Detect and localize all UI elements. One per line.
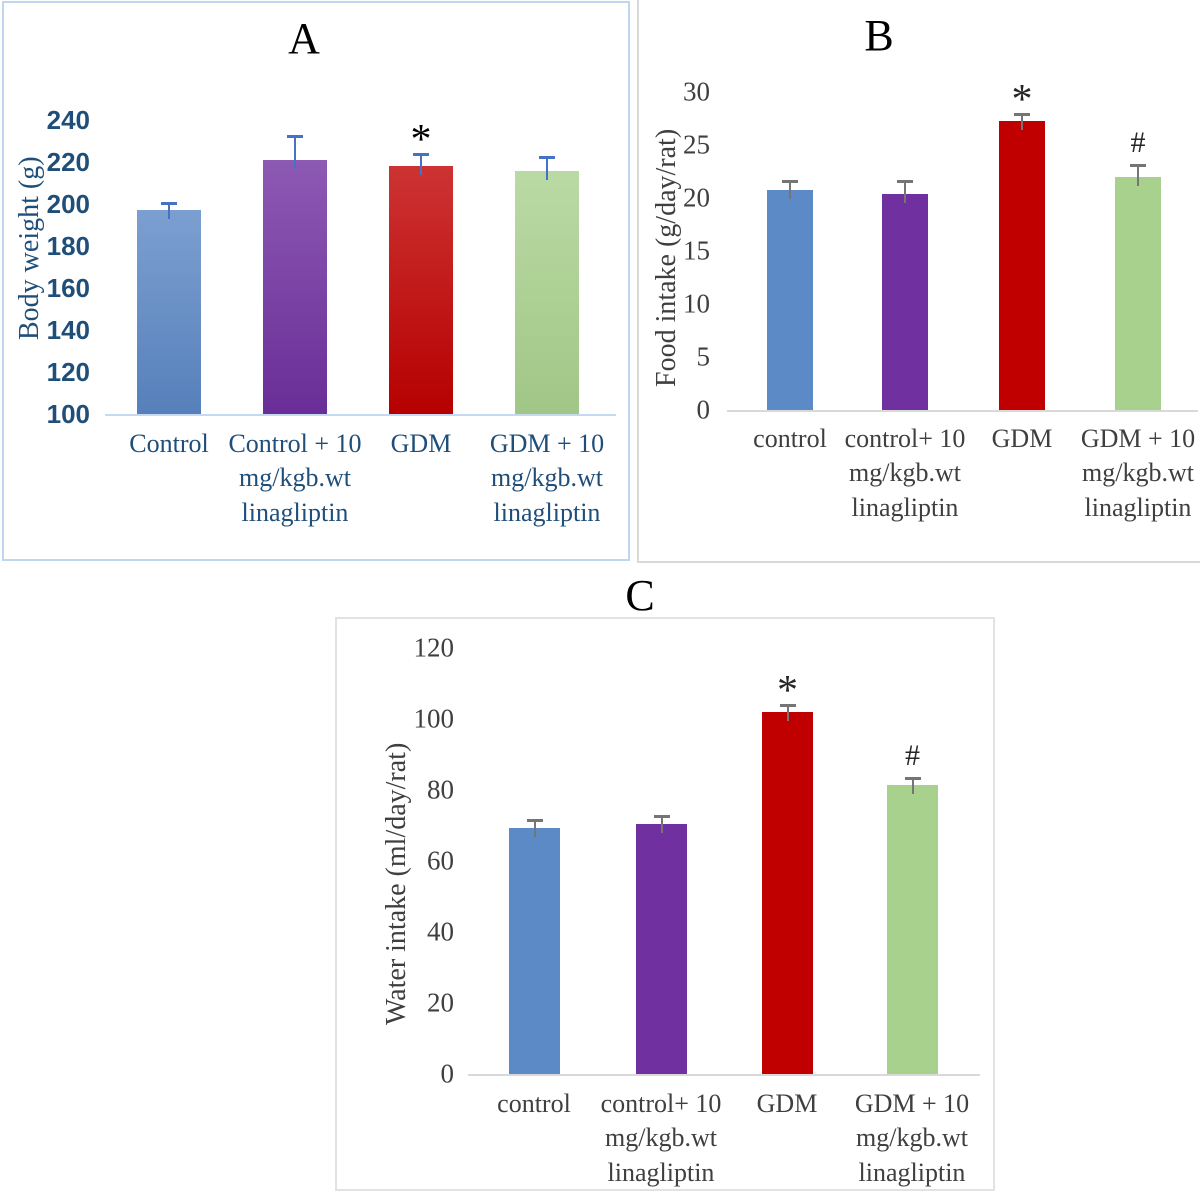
x-category-label: GDM — [756, 1089, 818, 1118]
y-tick-label: 60 — [427, 845, 454, 876]
x-category-label: control+ 10 mg/kgb.wt linagliptin — [600, 1089, 722, 1187]
error-bar-cap — [779, 703, 796, 707]
x-category-label: control — [753, 424, 827, 453]
y-tick-label: 20 — [427, 987, 454, 1018]
y-tick-label: 80 — [427, 774, 454, 805]
error-bar — [789, 182, 791, 199]
data-bar — [999, 120, 1045, 410]
significance-marker: # — [1130, 126, 1146, 160]
significance-marker: * — [410, 116, 432, 163]
panel-b-food-intake: B Food intake (g/day/rat) 0 5 10 15 20 25 30 *… — [637, 0, 1200, 563]
chart-a-title: A — [288, 14, 320, 63]
data-bar — [263, 159, 327, 414]
y-tick-label: 160 — [46, 273, 90, 303]
chart-b-plot-area: * # — [727, 79, 1198, 412]
y-tick-label: 10 — [683, 288, 710, 319]
y-tick-label: 180 — [46, 231, 90, 261]
y-tick-label: 40 — [427, 916, 454, 947]
y-tick-label: 100 — [46, 399, 90, 429]
data-bar — [1115, 176, 1161, 410]
error-bar — [533, 820, 536, 837]
x-category-label: GDM + 10 mg/kgb.wt linagliptin — [854, 1089, 970, 1187]
error-bar — [660, 816, 663, 834]
significance-marker: * — [777, 667, 798, 714]
error-bar — [904, 182, 906, 203]
data-bar — [882, 193, 928, 410]
error-bar — [546, 157, 548, 181]
y-tick-label: 30 — [683, 76, 710, 107]
error-bar-cap — [539, 155, 555, 159]
error-bar — [786, 705, 789, 721]
error-bar — [911, 779, 914, 794]
error-bar — [1137, 166, 1139, 186]
chart-a-x-axis-line — [105, 414, 616, 416]
y-tick-label: 220 — [46, 147, 90, 177]
chart-b-y-axis-ticks: 0 5 10 15 20 25 30 — [644, 78, 711, 423]
data-bar — [509, 828, 560, 1074]
error-bar — [1021, 115, 1023, 130]
y-tick-label: 25 — [683, 129, 710, 160]
y-tick-label: 240 — [46, 105, 90, 135]
data-bar — [887, 784, 938, 1074]
data-bar — [636, 824, 687, 1074]
chart-b-title: B — [864, 11, 894, 60]
significance-marker: * — [1011, 77, 1033, 124]
y-tick-label: 0 — [440, 1058, 455, 1089]
panel-c-water-intake: Water intake (ml/day/rat) 0 20 40 60 80 100 12… — [335, 617, 995, 1191]
error-bar-cap — [653, 814, 670, 818]
y-tick-label: 5 — [696, 341, 711, 372]
x-category-label: GDM — [991, 424, 1053, 453]
data-bar — [137, 210, 201, 414]
x-category-label: control+ 10 mg/kgb.wt linagliptin — [844, 424, 966, 522]
chart-a-plot-area: * — [105, 116, 616, 416]
x-category-label: GDM + 10 mg/kgb.wt linagliptin — [489, 429, 605, 527]
data-bar — [389, 166, 453, 414]
x-category-label: Control — [129, 429, 209, 458]
error-bar — [420, 154, 422, 176]
y-tick-label: 200 — [46, 189, 90, 219]
error-bar-cap — [1014, 113, 1030, 117]
error-bar-cap — [161, 202, 177, 205]
error-bar-cap — [413, 152, 429, 156]
error-bar-cap — [526, 818, 543, 822]
y-tick-label: 120 — [46, 357, 90, 387]
chart-c-y-axis-ticks: 0 20 40 60 80 100 120 — [384, 634, 455, 1087]
data-bar — [767, 189, 813, 410]
x-category-label: Control + 10 mg/kgb.wt linagliptin — [228, 429, 362, 527]
y-tick-label: 120 — [413, 632, 455, 663]
error-bar-cap — [904, 777, 921, 781]
panel-a-body-weight: A Body weight (g) 100 120 140 160 180 200 220 2… — [2, 1, 630, 561]
y-tick-label: 140 — [46, 315, 90, 345]
chart-c-title: C — [625, 571, 655, 620]
y-tick-label: 100 — [413, 703, 455, 734]
data-bar — [762, 711, 813, 1074]
chart-a-y-axis-ticks: 100 120 140 160 180 200 220 240 — [20, 107, 90, 427]
x-category-label: GDM + 10 mg/kgb.wt linagliptin — [1080, 424, 1196, 522]
error-bar-cap — [782, 180, 798, 184]
chart-b-x-axis-line — [727, 410, 1198, 412]
error-bar-cap — [287, 134, 303, 138]
x-category-label: control — [497, 1089, 571, 1118]
x-category-label: GDM — [390, 429, 452, 458]
chart-c-x-axis-line — [468, 1074, 980, 1076]
y-tick-label: 15 — [683, 235, 710, 266]
error-bar — [294, 136, 296, 169]
error-bar-cap — [1130, 164, 1146, 168]
significance-marker: # — [905, 739, 920, 773]
error-bar-cap — [897, 180, 913, 184]
error-bar — [168, 204, 170, 220]
y-tick-label: 20 — [683, 182, 710, 213]
data-bar — [515, 171, 579, 414]
y-tick-label: 0 — [696, 394, 711, 425]
chart-c-plot-area: * # — [468, 648, 980, 1076]
